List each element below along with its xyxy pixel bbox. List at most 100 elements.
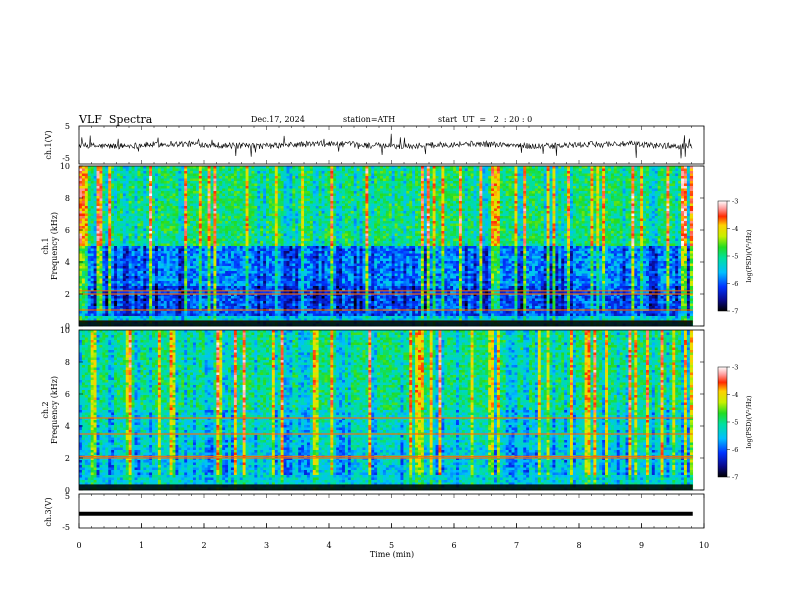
ch1-ylabel: ch.1(V) xyxy=(44,130,53,159)
spec-cell xyxy=(611,191,614,194)
spec-cell xyxy=(611,189,614,192)
spec-cell xyxy=(386,201,389,204)
spec-cell xyxy=(456,184,459,187)
spec-cell xyxy=(637,201,640,204)
spec-cell xyxy=(149,206,152,209)
spec-cell xyxy=(275,194,278,197)
spec-cell xyxy=(687,184,690,187)
spec-cell xyxy=(269,166,272,169)
spec-cell xyxy=(175,169,178,172)
spec-cell xyxy=(573,204,576,207)
spec-cell xyxy=(360,184,363,187)
spec-cell xyxy=(392,169,395,172)
spec-cell xyxy=(251,191,254,194)
spec-cell xyxy=(231,176,234,179)
spec-cell xyxy=(468,171,471,174)
spec-cell xyxy=(269,194,272,197)
spec-cell xyxy=(433,206,436,209)
spec-cell xyxy=(158,206,161,209)
spec-cell xyxy=(427,166,430,169)
spec-cell xyxy=(246,201,249,204)
spec-cell xyxy=(325,221,328,224)
spec-cell xyxy=(579,189,582,192)
spec-cell xyxy=(374,176,377,179)
spec-cell xyxy=(246,194,249,197)
spec-cell xyxy=(295,204,298,207)
spec-cell xyxy=(398,184,401,187)
spec-cell xyxy=(272,174,275,177)
spec-cell xyxy=(424,176,427,179)
spec-cell xyxy=(590,176,593,179)
spec-cell xyxy=(111,184,114,187)
spec-cell xyxy=(126,171,129,174)
spec-cell xyxy=(284,209,287,212)
spec-cell xyxy=(120,184,123,187)
spec-cell xyxy=(313,221,316,224)
spec-cell xyxy=(514,196,517,199)
spec-cell xyxy=(406,199,409,202)
spec-cell xyxy=(561,204,564,207)
spec-cell xyxy=(175,214,178,217)
spec-cell xyxy=(628,196,631,199)
spec-cell xyxy=(424,196,427,199)
spec-cell xyxy=(345,166,348,169)
spec-cell xyxy=(114,209,117,212)
spec-cell xyxy=(485,174,488,177)
spec-cell xyxy=(307,184,310,187)
spec-cell xyxy=(368,179,371,182)
spec-cell xyxy=(389,221,392,224)
spec-cell xyxy=(211,171,214,174)
spec-cell xyxy=(666,176,669,179)
spec-cell xyxy=(313,204,316,207)
spec-cell xyxy=(333,211,336,214)
spec-cell xyxy=(211,224,214,227)
spec-cell xyxy=(415,216,418,219)
spec-cell xyxy=(108,189,111,192)
spec-cell xyxy=(292,171,295,174)
spec-cell xyxy=(126,211,129,214)
spec-cell xyxy=(520,206,523,209)
spec-cell xyxy=(400,179,403,182)
spec-cell xyxy=(386,216,389,219)
spec-cell xyxy=(304,174,307,177)
spec-cell xyxy=(392,219,395,222)
spec-cell xyxy=(225,194,228,197)
spec-cell xyxy=(535,221,538,224)
spec-cell xyxy=(102,204,105,207)
spec-cell xyxy=(354,209,357,212)
spec-cell xyxy=(529,189,532,192)
spec-cell xyxy=(579,186,582,189)
spec-cell xyxy=(649,209,652,212)
spec-cell xyxy=(152,181,155,184)
spec-cell xyxy=(190,206,193,209)
spec-cell xyxy=(152,191,155,194)
spec-cell xyxy=(184,196,187,199)
spec-cell xyxy=(173,186,176,189)
spec-cell xyxy=(403,171,406,174)
spec-cell xyxy=(105,201,108,204)
spec-cell xyxy=(555,171,558,174)
spec-cell xyxy=(330,199,333,202)
spec-cell xyxy=(468,199,471,202)
spec-cell xyxy=(415,181,418,184)
spec-cell xyxy=(114,221,117,224)
spec-cell xyxy=(684,221,687,224)
spec-cell xyxy=(301,166,304,169)
spec-cell xyxy=(365,214,368,217)
spec-cell xyxy=(655,221,658,224)
spec-cell xyxy=(295,214,298,217)
spec-cell xyxy=(374,211,377,214)
spec-cell xyxy=(99,214,102,217)
spec-cell xyxy=(631,171,634,174)
spec-cell xyxy=(304,191,307,194)
spec-cell xyxy=(126,221,129,224)
spec-cell xyxy=(175,194,178,197)
spec-cell xyxy=(339,179,342,182)
spec-cell xyxy=(406,204,409,207)
spec-cell xyxy=(99,196,102,199)
spec-cell xyxy=(582,214,585,217)
spec-cell xyxy=(456,206,459,209)
spec-cell xyxy=(620,176,623,179)
spec-cell xyxy=(409,174,412,177)
